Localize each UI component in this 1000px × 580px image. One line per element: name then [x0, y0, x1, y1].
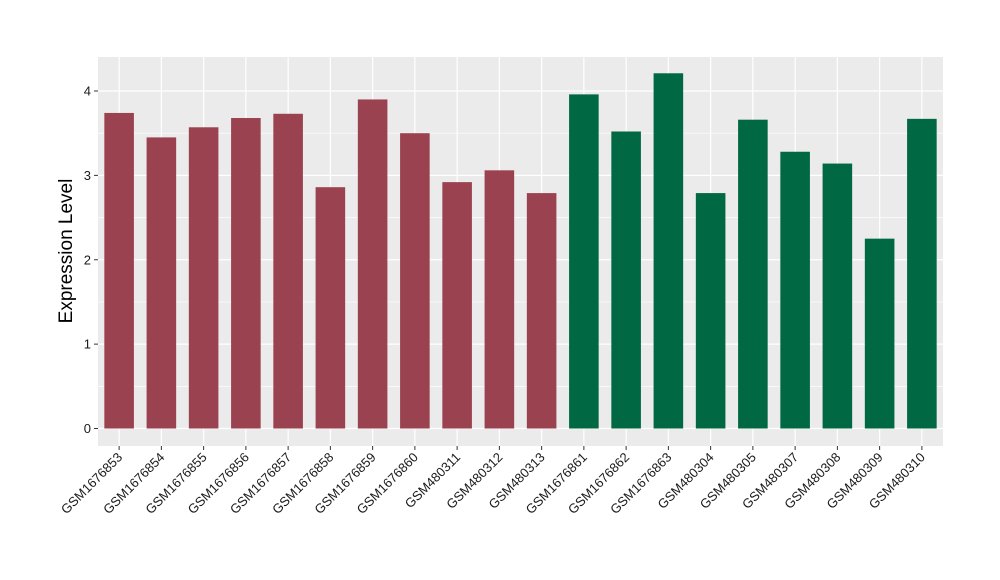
- bar-GSM1676853: [104, 112, 134, 429]
- y-axis: 0 1 2 3 4: [84, 84, 98, 436]
- bar-GSM1676857: [273, 113, 303, 429]
- bar-GSM480309: [864, 238, 895, 429]
- bar-GSM1676858: [315, 187, 346, 429]
- bar-GSM480311: [442, 182, 472, 429]
- y-axis-title: Expression Level: [56, 179, 77, 324]
- y-tick-label: 3: [84, 168, 91, 183]
- bar-GSM1676855: [188, 127, 219, 429]
- bars: [104, 73, 937, 429]
- plot-panel: [98, 57, 943, 446]
- bar-GSM1676861: [569, 94, 599, 429]
- bar-GSM1676854: [146, 137, 177, 429]
- bar-GSM480305: [738, 119, 768, 429]
- bar-GSM480308: [822, 163, 853, 429]
- x-axis: GSM1676853GSM1676854GSM1676855GSM1676856…: [58, 446, 928, 517]
- bar-GSM1676856: [231, 118, 261, 429]
- bar-GSM480304: [695, 193, 726, 429]
- y-tick-label: 2: [84, 252, 91, 267]
- bar-GSM1676862: [611, 131, 641, 429]
- bar-GSM480312: [484, 170, 515, 429]
- bar-GSM480313: [526, 193, 557, 429]
- bar-GSM1676859: [357, 99, 388, 429]
- bar-GSM480310: [907, 118, 937, 429]
- y-tick-label: 1: [84, 337, 91, 352]
- bar-GSM1676860: [400, 133, 430, 429]
- bar-GSM480307: [780, 151, 810, 429]
- bar-GSM1676863: [653, 73, 684, 429]
- y-tick-label: 4: [84, 84, 91, 99]
- y-tick-label: 0: [84, 421, 91, 436]
